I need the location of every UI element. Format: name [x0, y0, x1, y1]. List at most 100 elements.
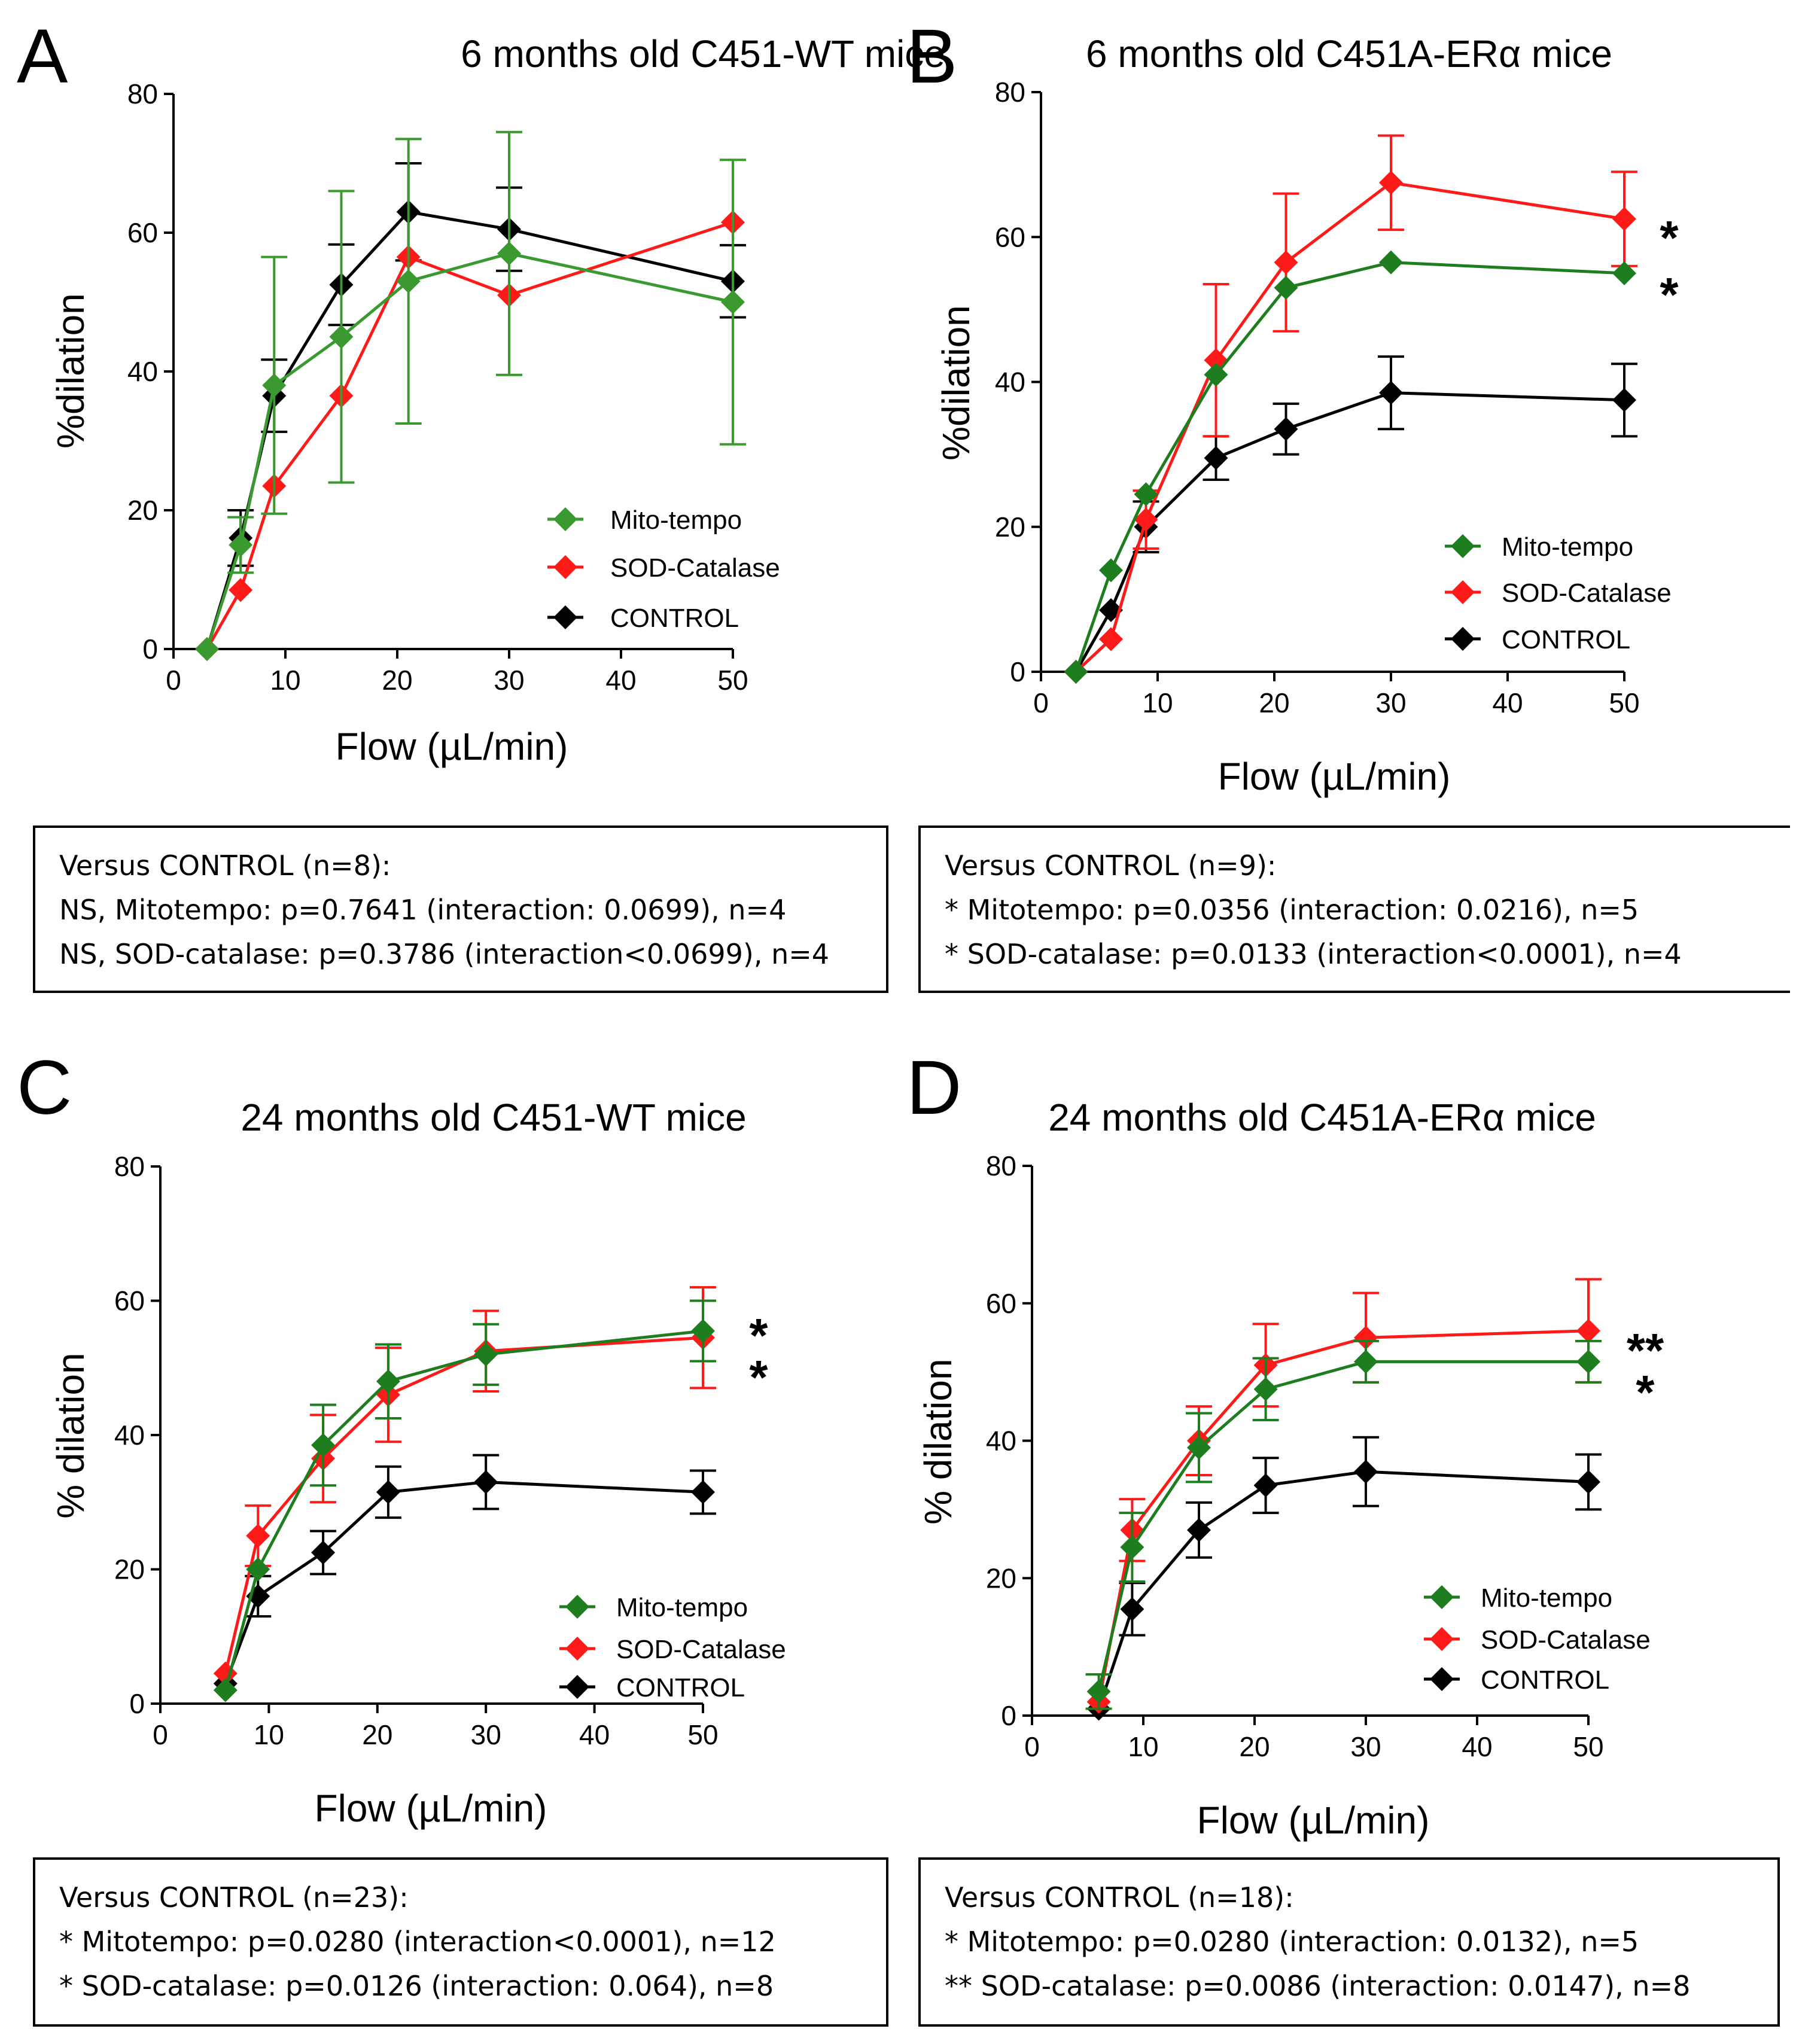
series-line — [205, 210, 733, 650]
data-point — [1576, 1470, 1600, 1494]
series-line — [1097, 1360, 1588, 1692]
series-control — [195, 162, 746, 661]
x-tick-label: 30 — [1350, 1731, 1381, 1762]
series-line — [224, 1481, 704, 1684]
x-axis-label: Flow (µL/min) — [1218, 755, 1451, 798]
data-point — [195, 637, 220, 661]
data-point — [1379, 170, 1403, 195]
stats-heading: Versus CONTROL (n=18): — [945, 1881, 1294, 1914]
stats-box-d: Versus CONTROL (n=18): * Mitotempo: p=0.… — [918, 1857, 1780, 2027]
data-point — [376, 1369, 400, 1394]
data-point — [1612, 388, 1636, 412]
stats-mitotempo: * Mitotempo: p=0.0280 (interaction: 0.01… — [945, 1926, 1639, 1958]
series-line — [205, 252, 733, 650]
legend-marker — [565, 1675, 589, 1699]
legend: Mito-tempo SOD-Catalase CONTROL — [559, 1593, 786, 1702]
x-tick-label: 0 — [153, 1719, 168, 1750]
y-tick-label: 0 — [1001, 1700, 1016, 1731]
data-point — [1187, 1435, 1211, 1460]
data-point — [1099, 558, 1123, 583]
data-point — [246, 1524, 270, 1548]
stats-sod-catalase: ** SOD-catalase: p=0.0086 (interaction: … — [945, 1970, 1691, 2002]
legend-label: SOD-Catalase — [616, 1635, 786, 1664]
stats-sod-catalase: * SOD-catalase: p=0.0126 (interaction: 0… — [59, 1970, 774, 2002]
chart-panel-b: B 6 months old C451A-ERα mice 0 10 20 30 40 50 0… — [906, 14, 1679, 798]
x-axis-label: Flow (µL/min) — [315, 1787, 547, 1830]
x-tick-label: 10 — [270, 665, 300, 696]
x-tick-label: 40 — [605, 665, 636, 696]
data-point — [691, 1480, 715, 1504]
data-point — [1253, 1377, 1278, 1402]
x-tick-label: 30 — [1375, 687, 1406, 718]
chart-title: 24 months old C451A-ERα mice — [1048, 1096, 1596, 1139]
x-tick-label: 40 — [1492, 687, 1523, 718]
data-point — [1120, 1535, 1144, 1559]
panel-letter: C — [17, 1045, 72, 1131]
x-tick-label: 20 — [1259, 687, 1289, 718]
x-tick-label: 10 — [254, 1719, 284, 1750]
chart-title: 24 months old C451-WT mice — [241, 1096, 746, 1139]
x-tick-label: 0 — [166, 665, 181, 696]
series-mito-tempo — [1085, 1339, 1602, 1710]
stats-box-a: Versus CONTROL (n=8): NS, Mitotempo: p=0… — [33, 825, 888, 993]
series-line — [224, 1329, 704, 1691]
legend-label: Mito-tempo — [610, 505, 742, 535]
legend-marker — [553, 605, 577, 629]
y-axis-label: %dilation — [934, 305, 978, 461]
x-tick-label: 50 — [717, 665, 748, 696]
data-point — [396, 269, 421, 294]
series-line — [224, 1336, 704, 1674]
y-axis-label: % dilation — [49, 1352, 92, 1519]
chart-title: 6 months old C451-WT mice — [461, 32, 945, 75]
data-point — [1187, 1518, 1211, 1542]
y-tick-label: 40 — [114, 1419, 145, 1451]
significance-star: * — [749, 1309, 768, 1362]
panel-letter: B — [906, 14, 957, 99]
data-point — [1354, 1350, 1378, 1374]
legend-label: SOD-Catalase — [610, 553, 780, 583]
x-tick-label: 20 — [382, 665, 412, 696]
data-point — [376, 1480, 400, 1504]
series-mito-tempo — [213, 1299, 716, 1702]
stats-box-b: Versus CONTROL (n=9): * Mitotempo: p=0.0… — [918, 825, 1790, 993]
x-tick-label: 40 — [1462, 1731, 1492, 1762]
legend-marker — [1451, 580, 1475, 604]
y-tick-label: 80 — [995, 77, 1025, 108]
data-point — [1274, 417, 1298, 441]
data-point — [474, 1342, 498, 1367]
y-tick-label: 40 — [127, 356, 158, 387]
y-tick-label: 80 — [114, 1151, 145, 1182]
x-tick-label: 50 — [1609, 687, 1639, 718]
y-axis-label: % dilation — [917, 1358, 960, 1525]
chart-panel-a: A 6 months old C451-WT mice 0 10 20 30 40 50 0 20… — [17, 14, 945, 768]
data-point — [1204, 363, 1228, 387]
y-tick-label: 20 — [127, 495, 158, 526]
series-sod-catalase — [213, 1286, 716, 1686]
y-tick-label: 60 — [114, 1286, 145, 1317]
y-axis-label: %dilation — [49, 293, 92, 449]
data-point — [229, 578, 253, 602]
data-point — [1576, 1318, 1600, 1343]
stats-heading: Versus CONTROL (n=8): — [59, 849, 391, 882]
y-tick-label: 80 — [127, 78, 158, 109]
data-point — [1086, 1679, 1111, 1704]
legend-label: CONTROL — [1481, 1665, 1609, 1695]
x-tick-label: 10 — [1142, 687, 1173, 718]
data-point — [1612, 206, 1636, 231]
data-point — [262, 373, 287, 398]
legend-marker — [553, 507, 577, 531]
data-point — [1274, 250, 1298, 275]
data-point — [1204, 446, 1228, 470]
legend-marker — [565, 1637, 589, 1661]
legend-marker — [1451, 534, 1475, 558]
data-point — [1120, 1597, 1144, 1621]
data-point — [229, 533, 253, 557]
x-tick-label: 50 — [1573, 1731, 1603, 1762]
legend-label: Mito-tempo — [616, 1593, 748, 1622]
y-tick-label: 80 — [986, 1150, 1016, 1181]
stats-sod-catalase: NS, SOD-catalase: p=0.3786 (interaction<… — [59, 938, 830, 970]
chart-panel-d: D 24 months old C451A-ERα mice 0 10 20 30 40 50… — [906, 1045, 1664, 1842]
significance-star: * — [1660, 268, 1679, 321]
legend-marker — [1430, 1585, 1454, 1609]
y-tick-label: 40 — [986, 1425, 1016, 1457]
